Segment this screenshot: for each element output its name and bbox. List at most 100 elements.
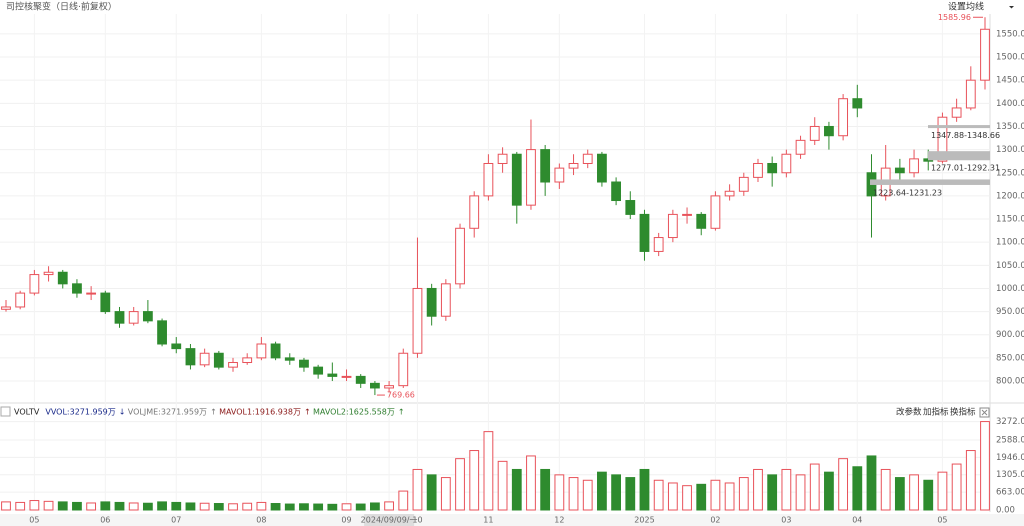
y-tick-label: 850.00 xyxy=(996,353,1024,363)
volume-bar xyxy=(710,479,721,511)
y-tick-label: 1350.00 xyxy=(996,122,1024,132)
y-tick-label: 1150.00 xyxy=(996,215,1024,225)
candle-body xyxy=(611,181,621,202)
v-tick-label: 1946.00 xyxy=(996,453,1024,463)
candle-body xyxy=(597,153,607,183)
x-tick-label: 11 xyxy=(483,516,493,525)
volume-bar xyxy=(937,471,948,511)
range-label: 1277.01-1292.31 xyxy=(931,164,1000,173)
min-label: 769.66 xyxy=(387,391,415,400)
candle-body xyxy=(526,149,536,206)
candle-body xyxy=(284,357,295,361)
y-tick-label: 1400.00 xyxy=(996,99,1024,109)
x-axis-bar xyxy=(0,514,1024,526)
volume-bar xyxy=(256,501,267,511)
x-tick-label: 2024/09/09/一 xyxy=(361,516,418,525)
volume-bar xyxy=(980,421,990,511)
volume-bar xyxy=(284,503,295,511)
x-tick-label: 08 xyxy=(256,516,266,525)
dropdown-icon xyxy=(1009,6,1014,9)
candle-body xyxy=(582,153,593,164)
max-label: 1585.96 xyxy=(938,13,971,22)
volume-bar xyxy=(667,482,678,511)
volume-bar xyxy=(327,503,338,511)
volume-bar xyxy=(341,503,352,511)
indicator-button[interactable]: 改参数 xyxy=(896,407,922,418)
y-tick-label: 1100.00 xyxy=(996,238,1024,248)
volume-bar xyxy=(582,479,593,511)
y-tick-label: 800.00 xyxy=(996,377,1024,387)
volume-bar xyxy=(228,503,238,511)
candle-body xyxy=(738,176,749,192)
volume-bar xyxy=(1,501,11,511)
range-label: 1347.88-1348.66 xyxy=(931,131,1000,140)
indicator-arrow: ↑ xyxy=(304,408,311,417)
v-tick-label: 1305.00 xyxy=(996,470,1024,480)
volume-bar xyxy=(15,501,26,511)
candle-body xyxy=(710,195,721,229)
candle-body xyxy=(540,149,551,183)
volume-bar xyxy=(469,450,480,511)
volume-bar xyxy=(370,502,380,511)
candle-body xyxy=(142,311,153,322)
indicator-button[interactable]: 加指标 xyxy=(923,407,949,418)
volume-bar xyxy=(781,468,792,511)
volume-bar xyxy=(540,468,551,511)
x-tick-label: 07 xyxy=(171,516,181,525)
candle-body xyxy=(469,195,480,229)
y-tick-label: 1200.00 xyxy=(996,191,1024,201)
x-tick-label: 05 xyxy=(29,516,39,525)
candle-body xyxy=(426,287,437,317)
candle-body xyxy=(355,375,366,384)
date-tag xyxy=(364,514,415,526)
volume-bar xyxy=(653,479,664,511)
range-label: 1223.64-1231.23 xyxy=(873,188,942,197)
candle-body xyxy=(100,292,111,313)
candle-body xyxy=(455,227,465,285)
volume-bar xyxy=(199,502,210,511)
volume-bar xyxy=(568,477,579,511)
candle-body xyxy=(171,343,182,350)
volume-bar xyxy=(43,500,54,511)
v-tick-label: 0.00 xyxy=(996,506,1015,516)
x-tick-label: 03 xyxy=(781,516,791,525)
x-tick-label: 10 xyxy=(412,516,422,525)
y-tick-label: 1450.00 xyxy=(996,76,1024,86)
indicator-button[interactable]: 换指标 xyxy=(950,407,976,418)
candle-body xyxy=(72,283,82,294)
candle-body xyxy=(242,357,253,364)
volume-bar xyxy=(866,455,877,511)
candle-body xyxy=(625,200,636,215)
candle-body xyxy=(199,352,210,366)
close-icon[interactable] xyxy=(979,407,990,418)
volume-bar xyxy=(497,460,508,511)
volume-bar xyxy=(426,474,437,511)
volume-bar xyxy=(852,466,863,511)
candle-body xyxy=(114,311,125,324)
v-tick-label: 2588.00 xyxy=(996,436,1024,446)
settings-button[interactable]: 设置均线 xyxy=(948,1,984,13)
volume-bar xyxy=(923,479,934,511)
y-tick-label: 900.00 xyxy=(996,330,1024,340)
candle-body xyxy=(767,162,778,174)
candle-body xyxy=(341,375,352,378)
volume-bar xyxy=(795,474,806,511)
range-bar xyxy=(928,151,990,161)
candle-body xyxy=(483,162,494,197)
volume-bar xyxy=(526,455,536,511)
volume-bar xyxy=(753,468,763,511)
volume-bar xyxy=(114,501,125,511)
volume-bar xyxy=(313,503,324,511)
help-icon[interactable] xyxy=(0,406,11,417)
volume-bar xyxy=(696,483,707,511)
volume-bar xyxy=(809,463,820,511)
volume-bar xyxy=(838,458,849,511)
volume-bar xyxy=(951,463,962,511)
indicator-arrow: ↑ xyxy=(398,408,405,417)
volume-bar xyxy=(412,468,423,511)
y-tick-label: 1550.00 xyxy=(996,29,1024,39)
volume-bar xyxy=(185,502,196,511)
y-tick-label: 1000.00 xyxy=(996,284,1024,294)
y-tick-label: 1500.00 xyxy=(996,53,1024,63)
candle-body xyxy=(270,343,281,359)
